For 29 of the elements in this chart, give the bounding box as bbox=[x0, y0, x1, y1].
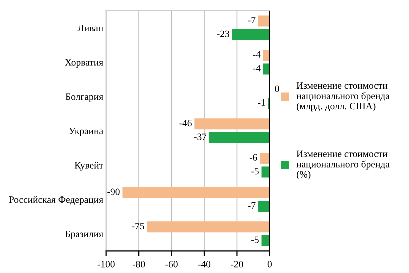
data-label: -1 bbox=[258, 100, 266, 106]
data-label: 0 bbox=[275, 86, 280, 92]
data-label: -4 bbox=[253, 51, 261, 58]
x-tick-label: -20 bbox=[231, 261, 244, 268]
y-tick-label: Кувейт bbox=[74, 162, 104, 171]
legend-label: Изменение стоимости национального бренда (млрд. долл. США) bbox=[296, 82, 390, 112]
data-label: -7 bbox=[248, 202, 256, 209]
y-tick-label: Украина bbox=[69, 128, 104, 136]
y-tick-label: Бразилия bbox=[66, 231, 104, 240]
data-label: -75 bbox=[132, 223, 144, 230]
data-label: -4 bbox=[253, 65, 261, 72]
x-tick-label: -40 bbox=[198, 261, 211, 268]
data-label: -46 bbox=[180, 120, 192, 127]
x-tick-label: -80 bbox=[132, 261, 146, 268]
data-label: -6 bbox=[250, 154, 258, 161]
y-tick-label: Хорватия bbox=[65, 59, 104, 68]
data-label: -7 bbox=[248, 17, 256, 24]
data-label: -5 bbox=[252, 168, 259, 175]
y-tick-label: Ливан bbox=[78, 25, 104, 32]
y-tick-label: Российская Федерация bbox=[9, 196, 104, 206]
x-tick-label: -60 bbox=[166, 261, 178, 268]
y-tick-label: Болгария bbox=[66, 94, 104, 102]
data-label: -23 bbox=[217, 30, 230, 38]
data-label: -90 bbox=[108, 188, 120, 196]
data-label: -37 bbox=[194, 134, 207, 140]
data-label: -5 bbox=[252, 236, 259, 244]
x-tick-label: -100 bbox=[98, 261, 115, 268]
legend-label: Изменение стоимости национального бренда (%) bbox=[296, 150, 390, 180]
x-tick-label: 0 bbox=[268, 261, 272, 268]
